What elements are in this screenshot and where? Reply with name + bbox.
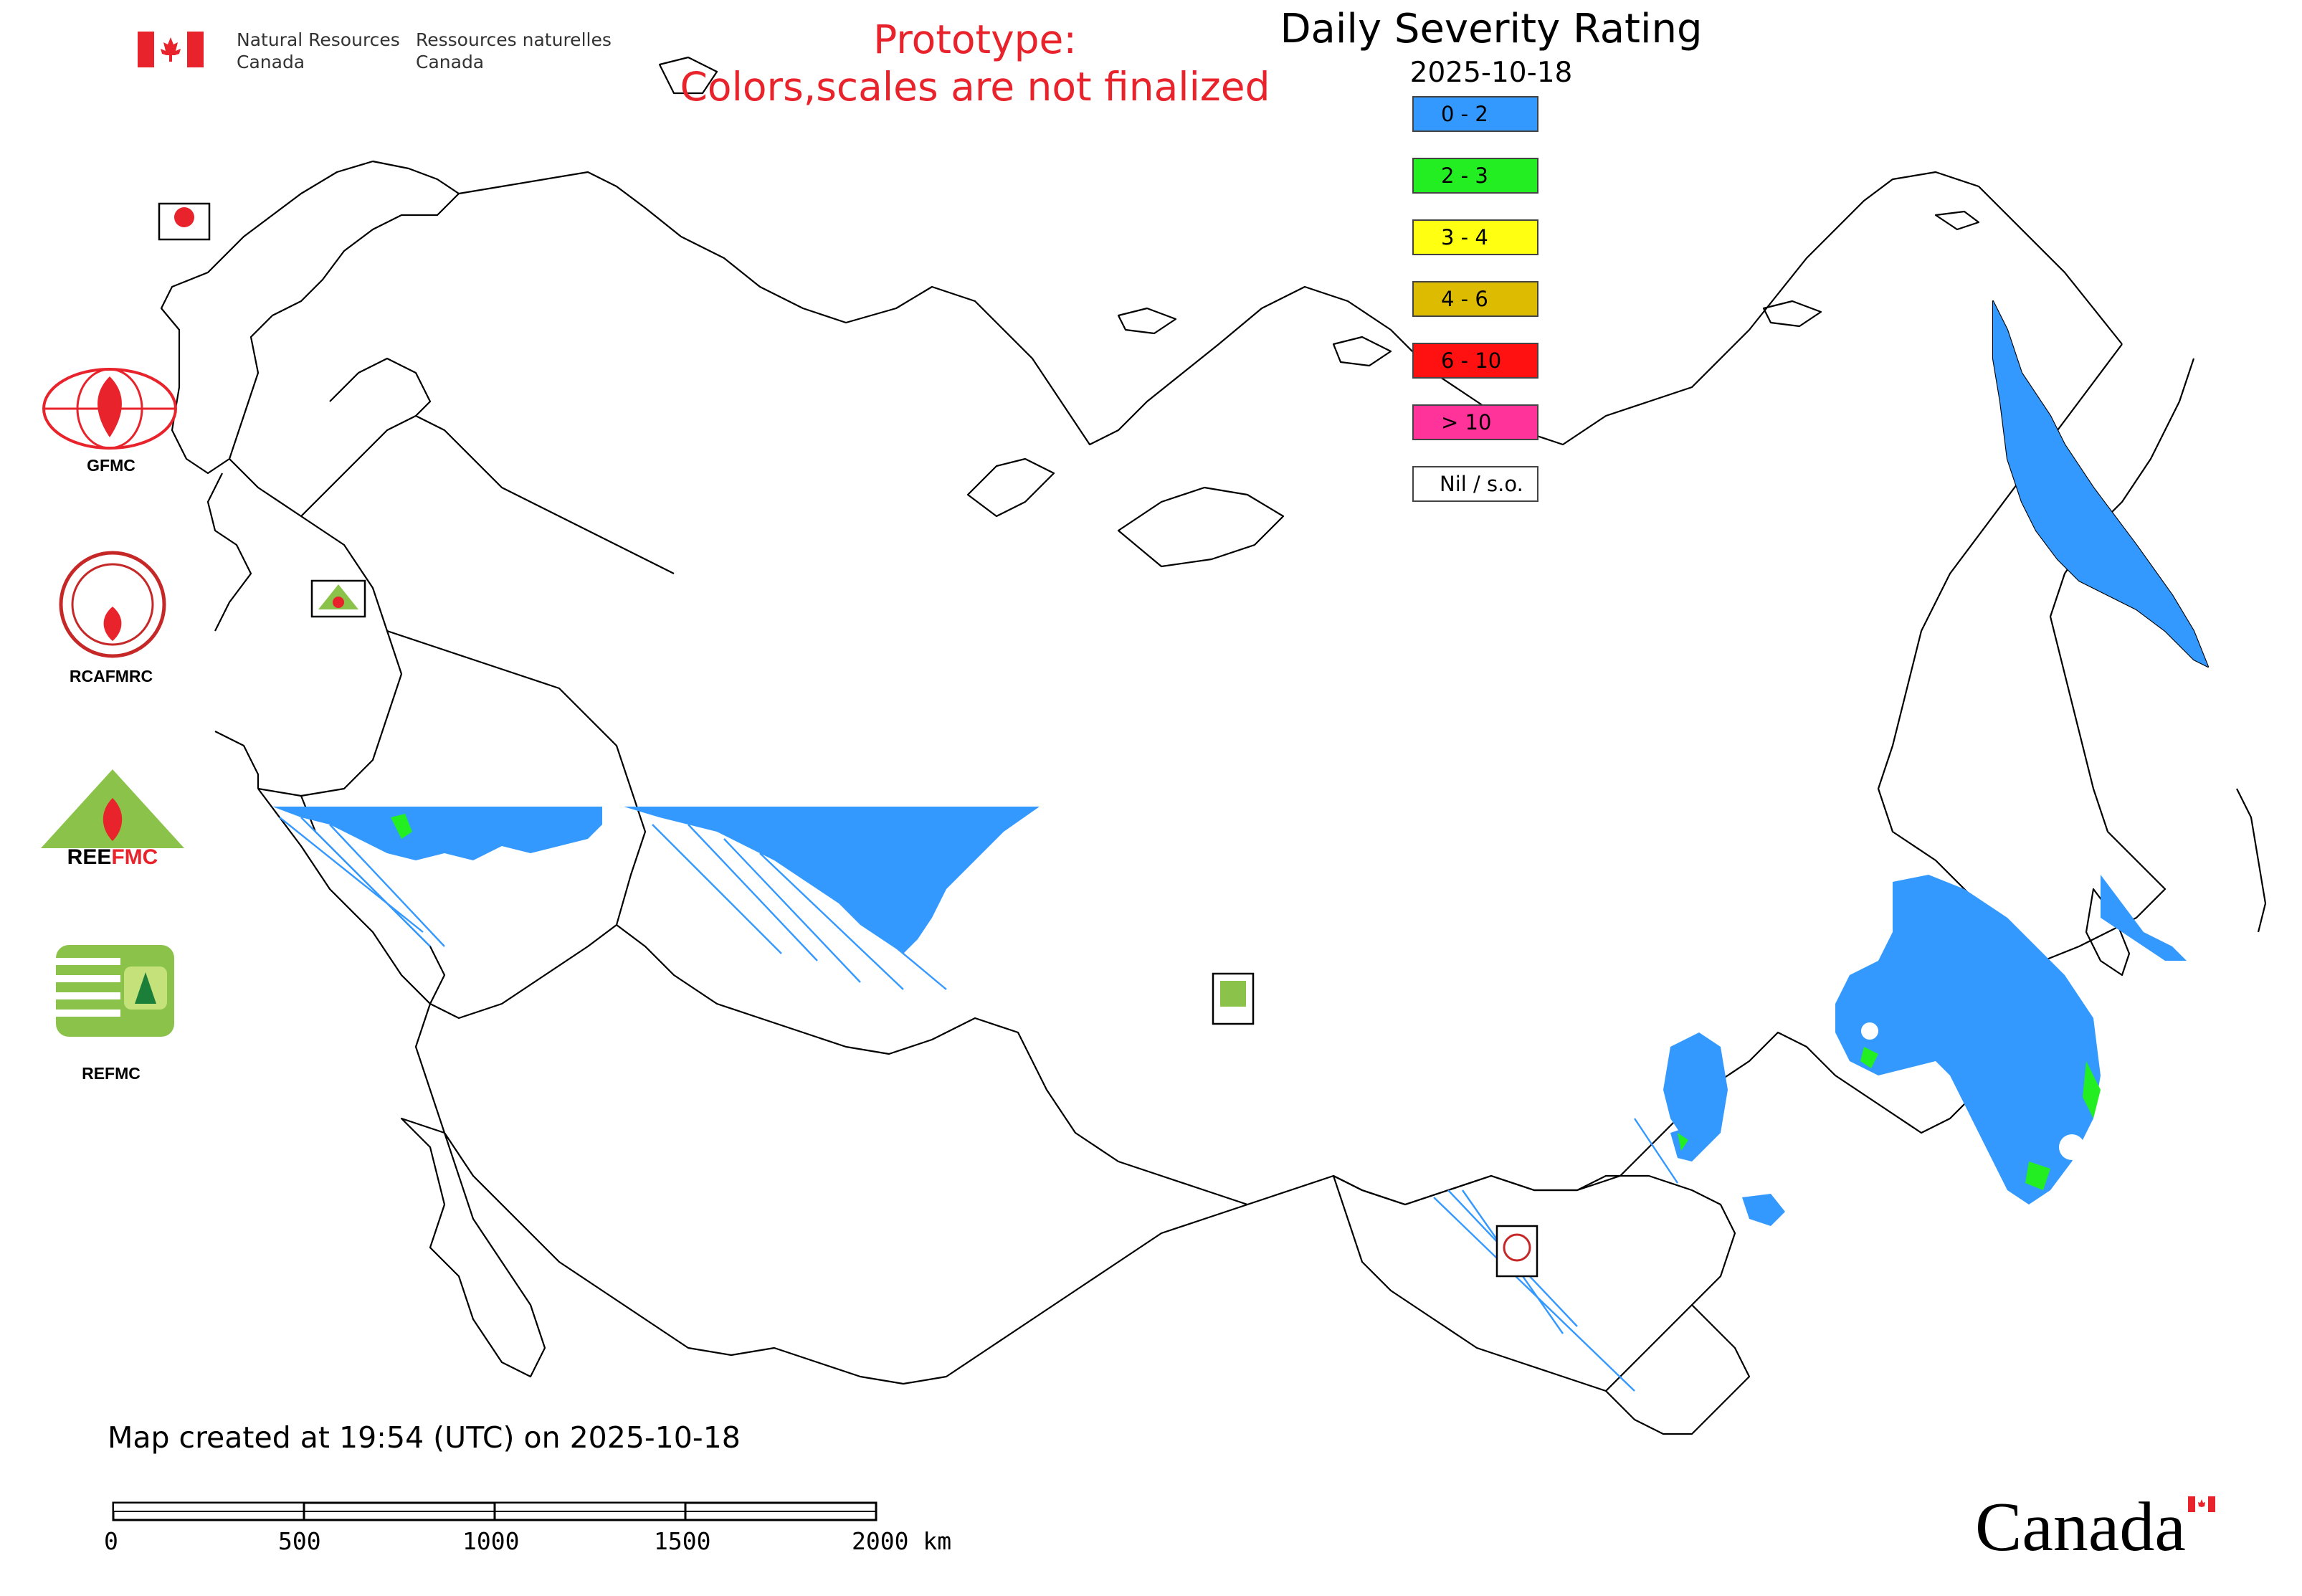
border-europe-1 [229, 458, 403, 797]
prototype-line2: Colors,scales are not finalized [680, 64, 1270, 110]
canada-wordmark: Canada [1975, 1488, 2186, 1566]
scale-label-1500: 1500 [654, 1527, 711, 1555]
severity-green-5 [1678, 1133, 1688, 1151]
coastline-baltic [206, 472, 252, 632]
coastline-russia-north [458, 171, 2123, 446]
map-marker-reefmc-flame [333, 597, 344, 608]
map-marker-rcafmrc-icon [1503, 1233, 1531, 1262]
severity-patch-okhotsk-coast [2101, 875, 2187, 961]
org-name-fr: Ressources naturelles Canada [416, 29, 612, 73]
reefmc-logo-icon: REEFMC [41, 769, 184, 866]
border-europe-3 [386, 630, 647, 926]
legend-item-2-3: 2 - 3 [1412, 158, 1538, 194]
org-fr-line1: Ressources naturelles [416, 29, 612, 50]
org-name-en: Natural Resources Canada [237, 29, 400, 73]
refmc-logo-icon [56, 945, 174, 1037]
severity-patch-kamchatka [1993, 301, 2208, 667]
legend-item-nil: Nil / s.o. [1412, 466, 1538, 502]
severity-streak-3 [329, 824, 445, 947]
severity-green-1 [391, 814, 412, 839]
border-mongolia [1332, 1174, 1736, 1392]
border-china-east [1605, 1304, 1751, 1435]
scale-label-1000: 1000 [462, 1527, 520, 1555]
canada-flag-icon [138, 32, 204, 67]
map-marker-refmc-icon [1220, 981, 1246, 1007]
island-severnaya-zemlya [1332, 336, 1392, 367]
refmc-label: REFMC [82, 1064, 141, 1083]
island-novosibirsk [1762, 300, 1822, 328]
map-marker-gfmc-icon [174, 207, 194, 227]
scale-label-500: 500 [278, 1527, 321, 1555]
svg-text:REEFMC: REEFMC [67, 845, 158, 866]
prototype-notice: Prototype: Colors,scales are not finaliz… [667, 16, 1283, 110]
island-svalbard [658, 56, 718, 95]
severity-band-west [272, 807, 602, 860]
severity-streak-4 [652, 824, 782, 954]
org-en-line2: Canada [237, 52, 305, 72]
rcafmrc-logo-icon [59, 551, 166, 658]
map-date: 2025-10-18 [1409, 57, 1573, 89]
gfmc-label: GFMC [87, 456, 135, 475]
org-en-line1: Natural Resources [237, 29, 400, 50]
severity-patch-amur [1663, 1032, 1728, 1147]
legend-item-4-6: 4 - 6 [1412, 281, 1538, 317]
legend-item-0-2: 0 - 2 [1412, 96, 1538, 132]
border-europe-5 [214, 731, 260, 789]
severity-streak-6 [723, 838, 861, 983]
island-franz-josef [1117, 307, 1177, 335]
lake-hole-2 [2059, 1134, 2085, 1160]
coastline-caspian [400, 1117, 546, 1378]
rcafmrc-label: RCAFMRC [69, 667, 153, 685]
map-created-note: Map created at 19:54 (UTC) on 2025-10-18 [108, 1420, 741, 1455]
severity-streak-12 [1634, 1118, 1678, 1184]
scale-label-0: 0 [104, 1527, 118, 1555]
severity-streak-8 [817, 881, 947, 990]
severity-green-4 [2025, 1162, 2050, 1190]
severity-patch-sakhalin [1742, 1194, 1785, 1226]
severity-streak-5 [688, 824, 818, 961]
severity-green-3 [2083, 1061, 2101, 1118]
canada-wordmark-flag-icon [2188, 1496, 2215, 1512]
coastline-scandinavia [160, 160, 460, 475]
severity-streak-2 [300, 817, 431, 947]
border-kazakhstan [414, 1003, 1248, 1385]
gfmc-logo-icon [42, 368, 177, 450]
severity-streak-7 [759, 852, 904, 990]
border-europe-2 [300, 414, 675, 574]
org-fr-line2: Canada [416, 52, 485, 72]
scale-label-2000: 2000 km [852, 1527, 952, 1555]
severity-streak-1 [279, 817, 424, 933]
map-title: Daily Severity Rating [1280, 6, 1703, 52]
severity-green-2 [1860, 1047, 1878, 1068]
severity-band-central [624, 807, 1040, 954]
border-europe-4 [329, 357, 432, 417]
scale-bar [112, 1501, 877, 1521]
legend-item-3-4: 3 - 4 [1412, 219, 1538, 255]
coastline-taymyr [1117, 486, 1285, 568]
border-south [257, 788, 2008, 1206]
island-wrangel [1934, 210, 1980, 231]
severity-patch-far-east [1835, 875, 2101, 1205]
islands-kuril [2236, 788, 2267, 933]
legend-item-6-10: 6 - 10 [1412, 343, 1538, 379]
island-novaya-zemlya [966, 457, 1055, 518]
prototype-line1: Prototype: [873, 16, 1077, 62]
lake-hole-1 [1861, 1022, 1878, 1040]
legend-item-gt-10: > 10 [1412, 404, 1538, 440]
severity-streak-11 [1433, 1197, 1635, 1392]
